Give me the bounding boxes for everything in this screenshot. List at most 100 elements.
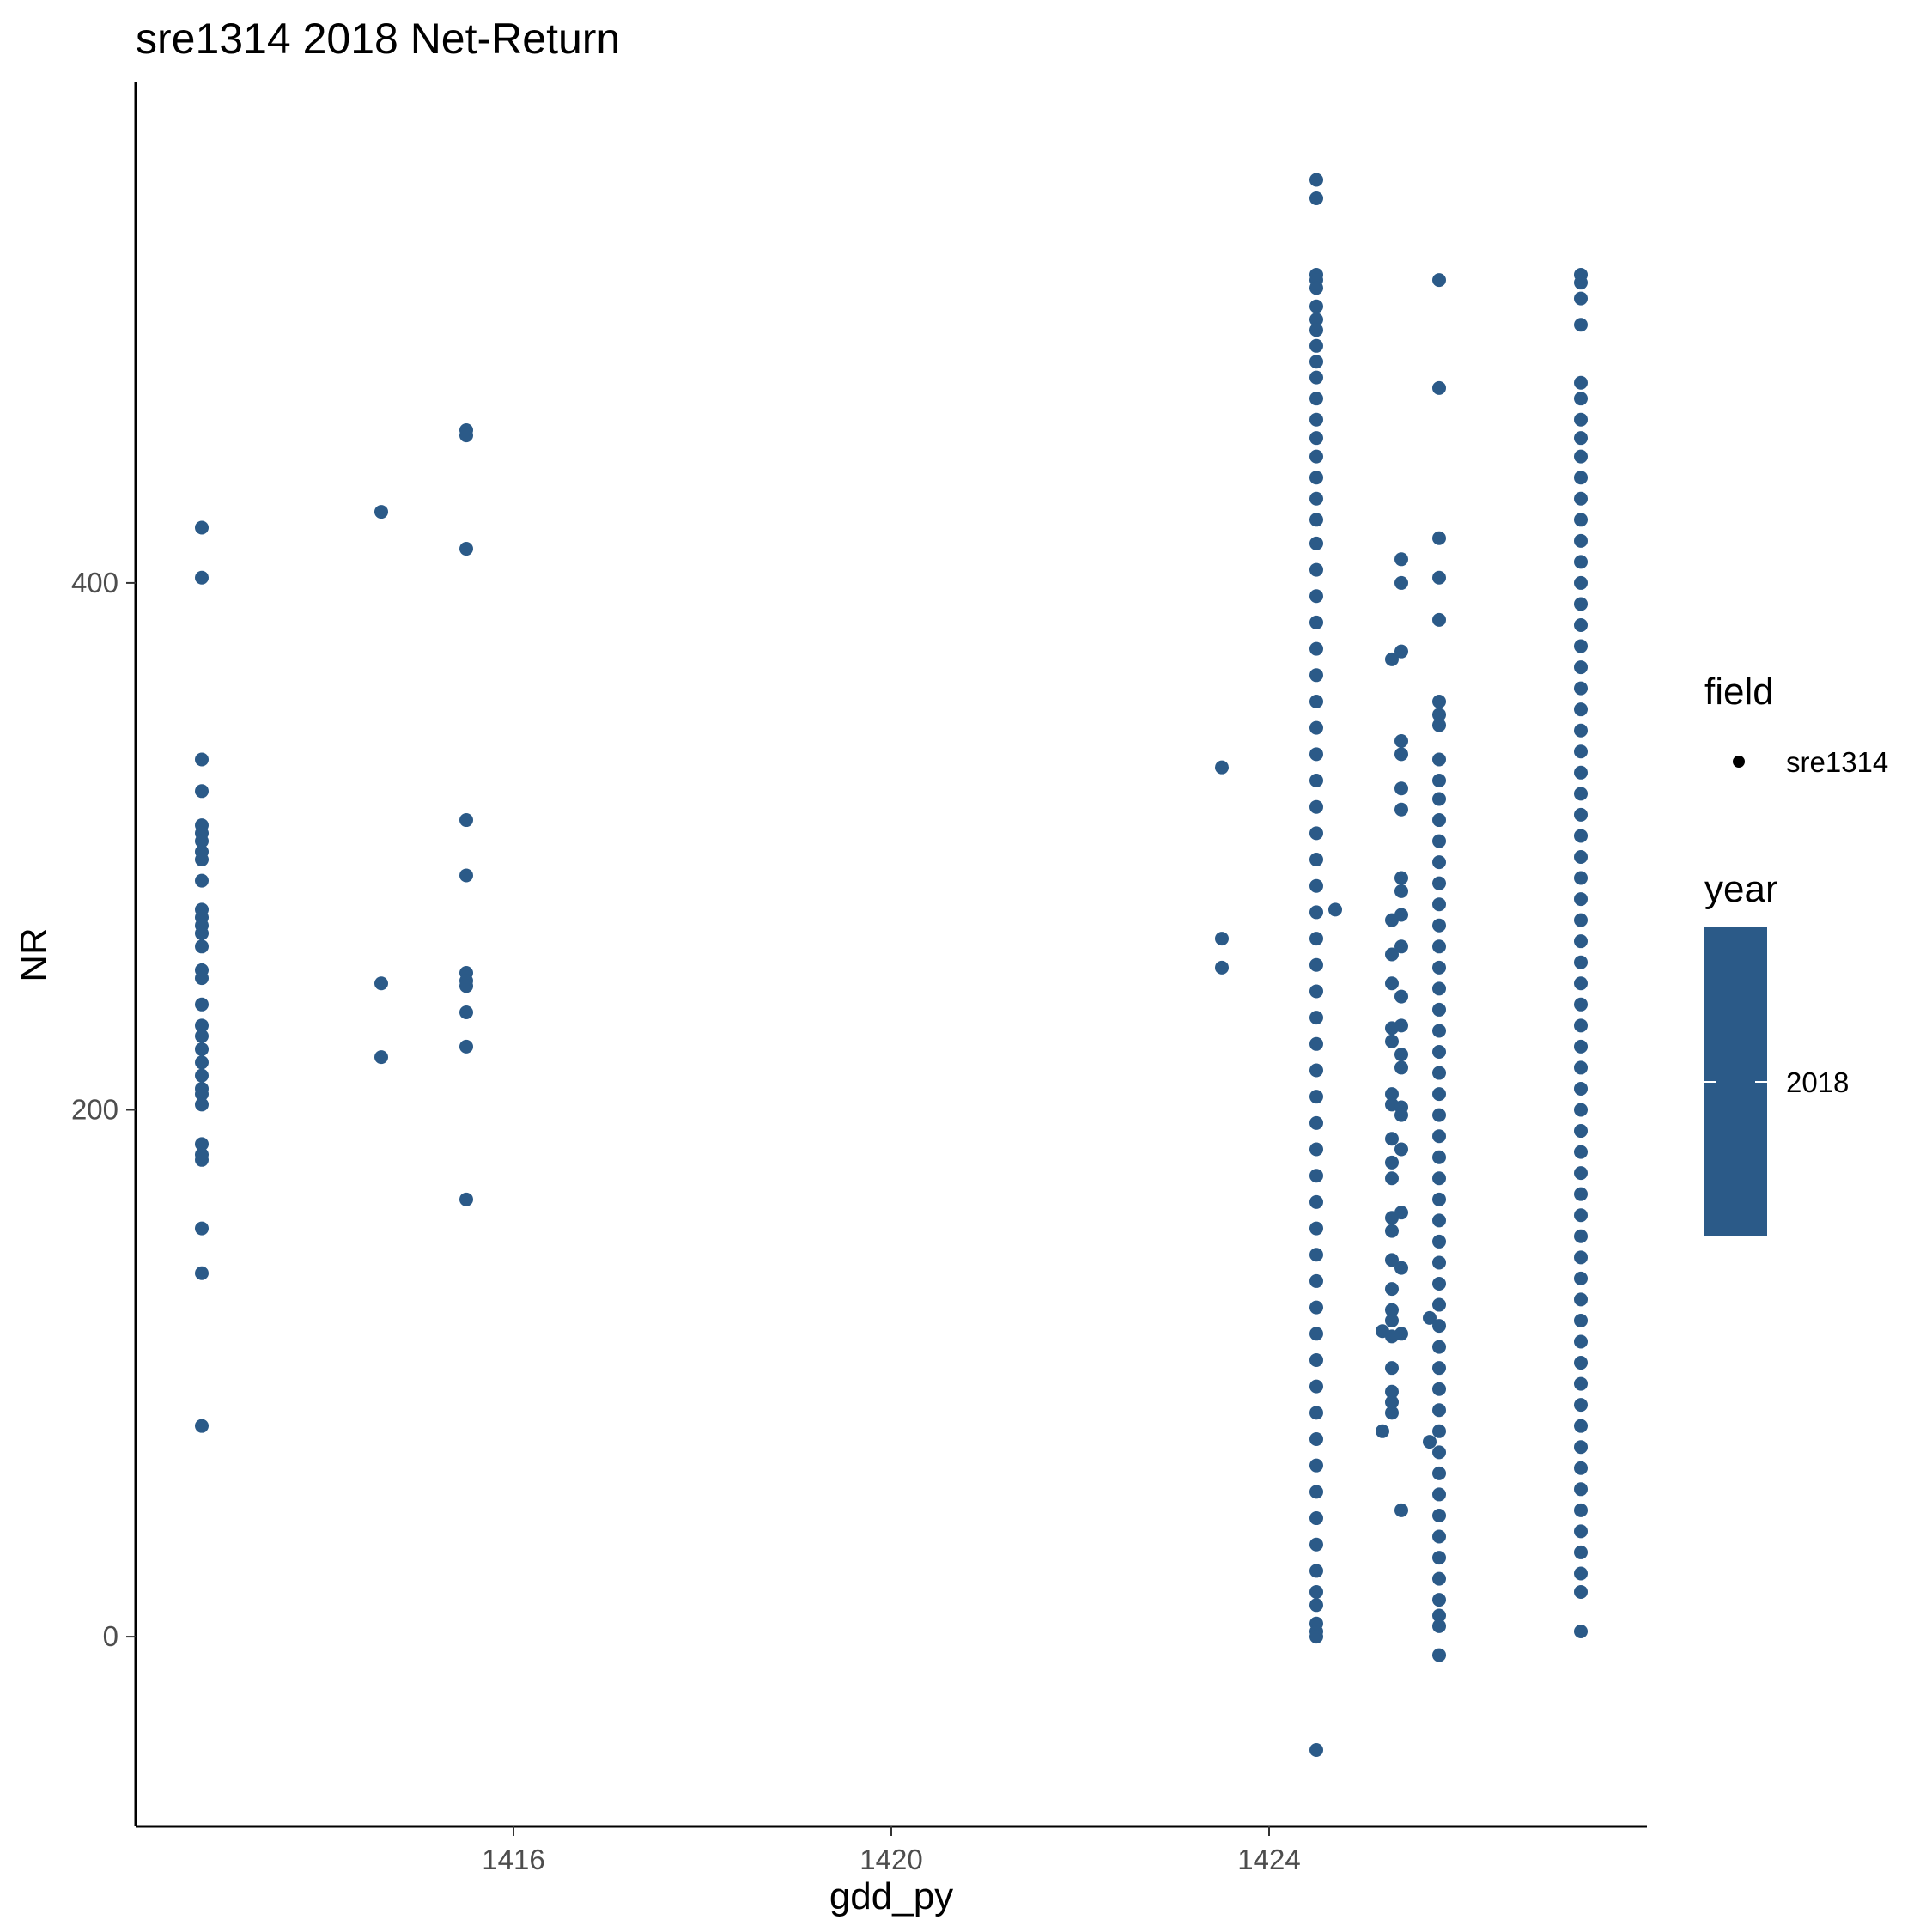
y-axis-ticks: 0 200 400 [71, 567, 136, 1652]
data-point [1309, 905, 1323, 920]
data-point [1574, 1039, 1588, 1054]
data-point [195, 971, 209, 986]
data-point [1385, 1384, 1399, 1399]
data-point [1432, 1024, 1446, 1038]
data-point [1574, 1271, 1588, 1285]
data-point [1309, 1300, 1323, 1315]
data-point [1574, 997, 1588, 1012]
data-point [1574, 1166, 1588, 1181]
data-point [1309, 412, 1323, 427]
data-point [1574, 1018, 1588, 1033]
data-point [1432, 1487, 1446, 1502]
data-point [1574, 1624, 1588, 1638]
data-point [195, 997, 209, 1012]
data-point [1309, 1090, 1323, 1104]
data-point [1309, 449, 1323, 464]
data-point [1309, 191, 1323, 205]
legend-year-label: 2018 [1786, 1066, 1849, 1098]
data-point [1574, 976, 1588, 991]
data-point [1394, 747, 1408, 762]
data-point [1574, 1376, 1588, 1391]
data-point [374, 1050, 388, 1065]
data-point [1394, 644, 1408, 659]
data-point [1574, 892, 1588, 907]
data-point [1432, 1213, 1446, 1228]
data-point [195, 1266, 209, 1280]
data-point [1574, 1103, 1588, 1117]
data-point [1309, 932, 1323, 946]
data-point [1432, 960, 1446, 975]
data-point [1574, 1566, 1588, 1581]
legend-field-title: field [1704, 671, 1774, 713]
data-point [1574, 807, 1588, 822]
data-point [1309, 1743, 1323, 1758]
data-point [1574, 1229, 1588, 1243]
legend-field-entry: sre1314 [1786, 746, 1888, 778]
data-point [1432, 1529, 1446, 1544]
data-point [195, 1042, 209, 1056]
data-point [1309, 1194, 1323, 1209]
data-point [1394, 908, 1408, 922]
data-point [1309, 589, 1323, 604]
data-point [195, 570, 209, 585]
data-point [195, 1221, 209, 1236]
data-point [1309, 370, 1323, 385]
data-point [1574, 318, 1588, 332]
data-point [1574, 681, 1588, 696]
data-point [1574, 555, 1588, 569]
data-point [1309, 1584, 1323, 1599]
data-point [1309, 615, 1323, 629]
data-point [1309, 431, 1323, 446]
data-point [1394, 802, 1408, 817]
data-point [1394, 989, 1408, 1004]
data-point [1574, 471, 1588, 485]
data-point [1394, 1261, 1408, 1275]
data-point [1432, 694, 1446, 708]
data-point [1574, 1187, 1588, 1201]
data-point [1574, 392, 1588, 406]
data-point [1385, 652, 1399, 666]
data-point [1394, 1108, 1408, 1122]
data-point [1309, 1406, 1323, 1420]
data-point [1385, 1282, 1399, 1297]
data-point [1309, 491, 1323, 506]
data-point [1574, 276, 1588, 290]
data-point [195, 939, 209, 954]
x-tick-label: 1424 [1237, 1844, 1300, 1875]
data-point [1309, 957, 1323, 972]
data-point [1309, 1273, 1323, 1288]
data-point [1309, 853, 1323, 867]
data-point [1432, 1171, 1446, 1186]
data-point [1309, 1485, 1323, 1499]
data-point [1574, 1398, 1588, 1413]
data-point [374, 505, 388, 519]
data-point [195, 853, 209, 867]
data-point [1432, 813, 1446, 828]
data-point [195, 520, 209, 535]
data-point [1432, 1255, 1446, 1270]
data-point [1309, 1458, 1323, 1473]
data-point [1574, 702, 1588, 717]
data-point [1309, 774, 1323, 788]
data-point [1432, 1361, 1446, 1376]
data-point [1432, 380, 1446, 395]
data-point [1423, 1310, 1437, 1325]
data-point [1215, 932, 1229, 946]
data-point [1432, 774, 1446, 788]
data-point [1574, 533, 1588, 548]
data-point [1574, 375, 1588, 390]
data-point [195, 1097, 209, 1112]
data-point [1574, 291, 1588, 306]
data-point [1385, 1395, 1399, 1410]
x-tick-label: 1420 [860, 1844, 922, 1875]
data-point [1309, 668, 1323, 683]
data-point [1432, 897, 1446, 912]
data-point [1309, 1327, 1323, 1341]
data-point [1574, 597, 1588, 611]
data-point [1574, 1250, 1588, 1265]
data-point [1574, 1208, 1588, 1223]
data-point [1309, 826, 1323, 841]
data-point [1309, 1432, 1323, 1447]
data-point [1309, 562, 1323, 577]
legend-field-key [1733, 756, 1745, 768]
